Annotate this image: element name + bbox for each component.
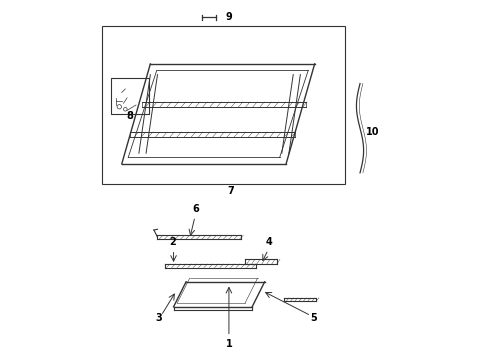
Text: 4: 4 <box>266 237 272 247</box>
Text: 7: 7 <box>227 186 234 197</box>
Bar <box>111 78 148 114</box>
Text: 3: 3 <box>155 312 162 323</box>
Text: 10: 10 <box>366 127 379 137</box>
Text: 6: 6 <box>193 204 199 214</box>
Text: 9: 9 <box>225 12 232 22</box>
Text: 5: 5 <box>310 312 317 323</box>
Bar <box>102 26 345 184</box>
Text: 1: 1 <box>225 339 232 349</box>
Text: 2: 2 <box>170 237 176 247</box>
Text: 8: 8 <box>126 111 133 121</box>
